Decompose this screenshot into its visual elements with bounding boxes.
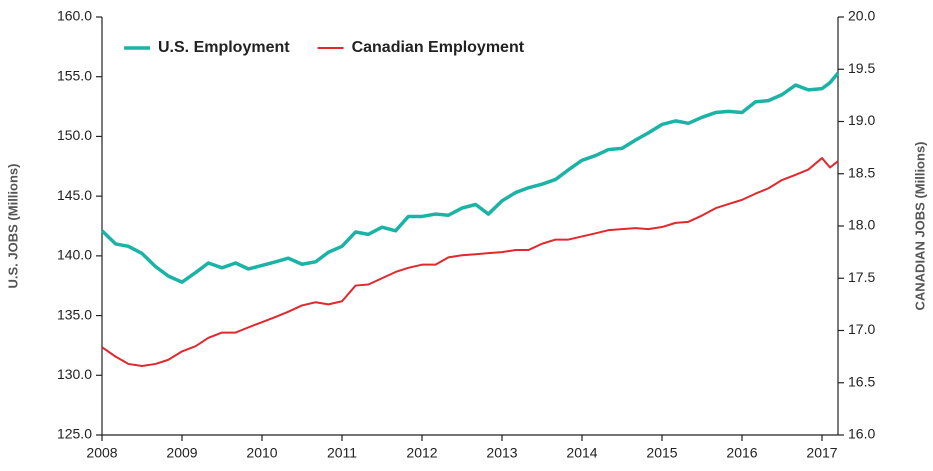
y2-tick-label: 17.0	[848, 321, 875, 337]
y2-tick-label: 16.0	[848, 426, 875, 442]
x-tick-label: 2010	[246, 445, 277, 461]
y-tick-label: 150.0	[57, 127, 92, 143]
x-tick-label: 2011	[327, 445, 357, 461]
x-tick-label: 2012	[406, 445, 437, 461]
x-tick-label: 2008	[86, 445, 117, 461]
x-tick-label: 2013	[486, 445, 517, 461]
y-axis-label: U.S. JOBS (Millions)	[5, 164, 20, 289]
y2-tick-label: 19.5	[848, 60, 875, 76]
y2-tick-label: 16.5	[848, 373, 875, 389]
legend-label: U.S. Employment	[158, 39, 290, 56]
line-series	[100, 72, 840, 284]
y2-axis-label: CANADIAN JOBS (Millions)	[912, 142, 927, 311]
y2-tick-label: 20.0	[848, 8, 875, 24]
y-tick-label: 130.0	[57, 366, 92, 382]
x-tick-label: 2014	[566, 445, 597, 461]
y2-tick-label: 17.5	[848, 269, 875, 285]
y-tick-label: 155.0	[57, 67, 92, 83]
y-tick-label: 125.0	[57, 426, 92, 442]
y-tick-label: 145.0	[57, 187, 92, 203]
y2-tick-label: 19.0	[848, 112, 875, 128]
x-tick-label: 2017	[806, 445, 837, 461]
y-tick-label: 160.0	[57, 8, 92, 24]
legend-label: Canadian Employment	[352, 39, 525, 56]
y2-tick-label: 18.0	[848, 217, 875, 233]
x-tick-label: 2009	[166, 445, 197, 461]
y2-tick-label: 18.5	[848, 164, 875, 180]
y-tick-label: 135.0	[57, 306, 92, 322]
line-series	[101, 157, 839, 368]
x-tick-label: 2016	[726, 445, 757, 461]
x-tick-label: 2015	[646, 445, 677, 461]
y-tick-label: 140.0	[57, 247, 92, 263]
